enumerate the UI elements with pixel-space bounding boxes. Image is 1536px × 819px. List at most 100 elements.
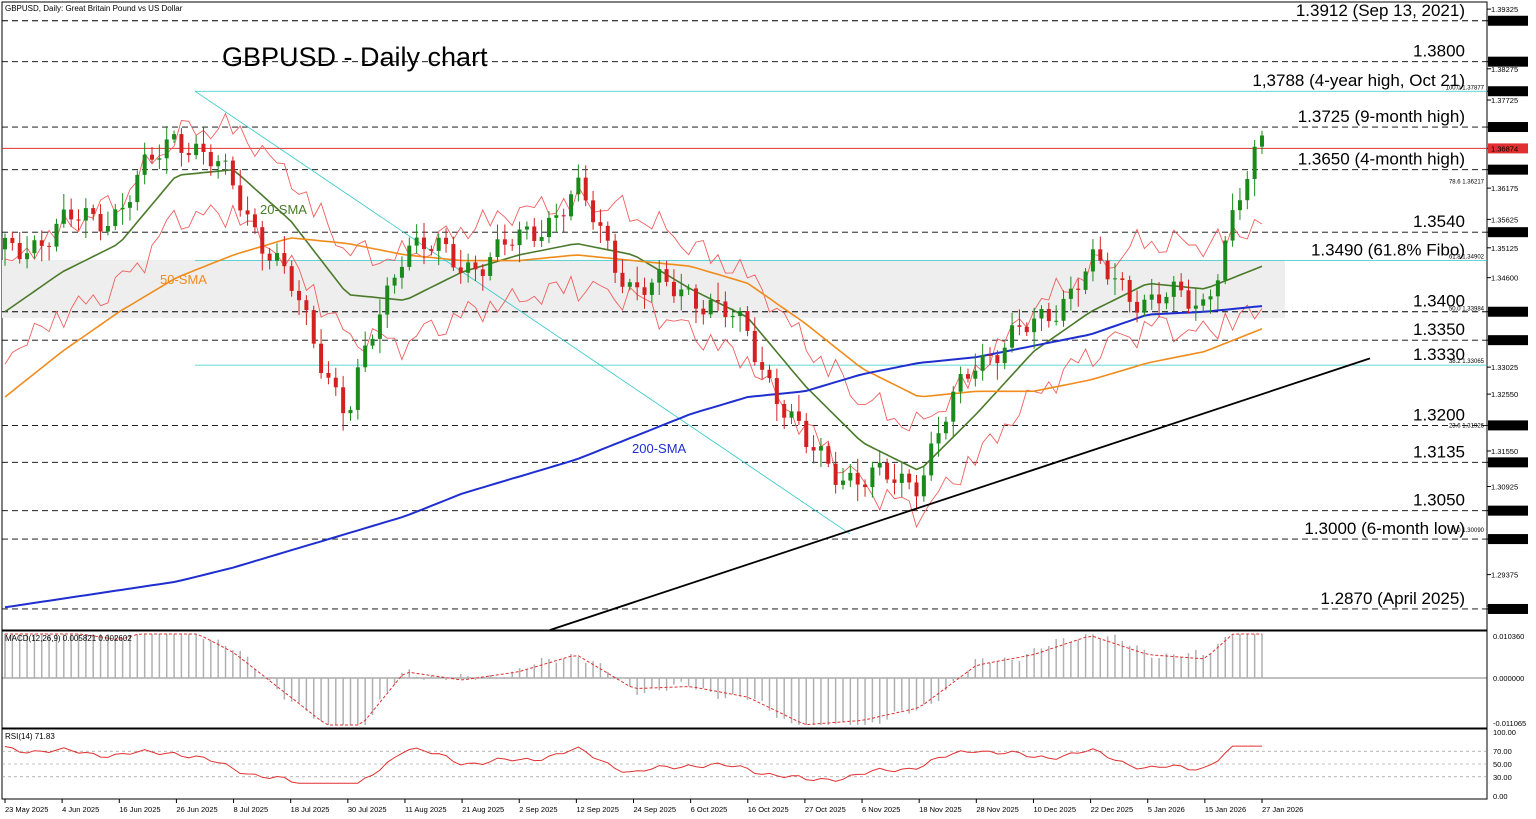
date-tick-label: 2 Sep 2025 xyxy=(519,805,557,814)
candle-body xyxy=(150,154,155,160)
candle-body xyxy=(1260,135,1264,147)
price-tick-label: 1.39325 xyxy=(1491,5,1518,14)
price-tick-label: 1.38275 xyxy=(1491,65,1518,74)
candle-body xyxy=(730,315,735,318)
price-tick-label: 1.31350 xyxy=(1491,458,1518,467)
candle-body xyxy=(480,269,485,276)
candle-body xyxy=(157,158,162,160)
price-tag-bg xyxy=(1488,420,1528,431)
candle-body xyxy=(943,421,948,434)
fib-level-label: 0.0 1.30090 xyxy=(1452,528,1484,534)
date-tick-label: 4 Jun 2025 xyxy=(62,805,99,814)
candle-body xyxy=(995,355,1000,364)
candle-body xyxy=(201,143,206,153)
candle-body xyxy=(1201,299,1206,306)
level-label: 1.3330 xyxy=(1413,345,1465,364)
candle-body xyxy=(194,143,199,156)
rsi-tick-label: 30.00 xyxy=(1493,773,1512,782)
sma200-line xyxy=(4,305,1263,609)
candle-body xyxy=(1127,280,1132,302)
level-label: 1.2870 (April 2025) xyxy=(1320,589,1465,608)
candle-body xyxy=(25,253,30,260)
ascending-trendline xyxy=(549,357,1371,631)
candle-body xyxy=(576,177,581,195)
candle-body xyxy=(649,282,654,295)
candle-body xyxy=(635,282,640,288)
candle-body xyxy=(488,257,493,276)
price-tick-label: 1.28770 xyxy=(1491,605,1518,614)
candle-body xyxy=(1083,271,1088,290)
rsi-tick-label: 0.00 xyxy=(1493,792,1508,801)
price-tick-label: 1.30500 xyxy=(1491,507,1518,516)
candle-body xyxy=(657,269,662,283)
candle-body xyxy=(120,207,125,210)
candle-body xyxy=(407,245,412,267)
candle-body xyxy=(760,362,765,370)
macd-signal-line xyxy=(5,633,1262,726)
candle-body xyxy=(1039,308,1044,319)
date-tick-label: 16 Jun 2025 xyxy=(119,805,160,814)
date-tick-label: 6 Oct 2025 xyxy=(691,805,728,814)
candle-body xyxy=(186,152,191,156)
price-tag-bg xyxy=(1488,56,1528,67)
fib-level-label: 61.8 1.34902 xyxy=(1449,254,1485,260)
candle-body xyxy=(811,447,816,451)
symbol-line: GBPUSD, Daily: Great Britain Pound vs US… xyxy=(5,4,183,13)
candle-body xyxy=(414,237,419,246)
price-tag-bg xyxy=(1488,534,1528,545)
level-label: 1.3650 (4-month high) xyxy=(1298,150,1465,169)
date-tick-label: 18 Jul 2025 xyxy=(291,805,330,814)
candle-body xyxy=(466,262,471,273)
candle-body xyxy=(554,215,559,218)
candle-body xyxy=(914,482,919,497)
price-tick-label: 1.32550 xyxy=(1491,390,1518,399)
candle-body xyxy=(517,229,522,246)
candle-body xyxy=(385,285,390,315)
candle-body xyxy=(1010,325,1015,348)
candle-body xyxy=(855,472,860,485)
candle-body xyxy=(745,311,750,331)
rsi-tick-label: 100.00 xyxy=(1493,728,1516,737)
sma50-line xyxy=(4,237,1263,398)
candle-body xyxy=(1105,260,1110,280)
price-tick-label: 1.37725 xyxy=(1491,96,1518,105)
level-label: 1.3490 (61.8% Fibo) xyxy=(1311,241,1465,260)
price-tick-label: 1.34000 xyxy=(1491,308,1518,317)
candle-body xyxy=(1223,240,1228,281)
candle-body xyxy=(524,226,529,230)
macd-label: MACD(12,26,9) 0.005821 0.002602 xyxy=(5,634,132,643)
candle-body xyxy=(216,161,221,167)
candle-body xyxy=(701,308,706,315)
candle-body xyxy=(223,160,228,162)
candle-body xyxy=(686,288,691,290)
fib-diagonal xyxy=(194,90,851,535)
candle-body xyxy=(1237,200,1242,211)
macd-panel-frame xyxy=(1,630,1488,729)
candle-body xyxy=(179,134,184,153)
candle-body xyxy=(1149,294,1154,300)
sma200-label: 200-SMA xyxy=(632,441,687,456)
date-tick-label: 16 Oct 2025 xyxy=(748,805,789,814)
candle-body xyxy=(988,354,993,356)
candle-body xyxy=(752,330,757,363)
candle-body xyxy=(841,480,845,485)
date-axis: 23 May 2025 4 Jun 2025 16 Jun 2025 26 Jun 2… xyxy=(4,799,1303,814)
candle-body xyxy=(870,467,875,488)
candle-body xyxy=(91,208,96,214)
candle-body xyxy=(436,237,441,251)
candle-body xyxy=(1032,318,1037,333)
candle-body xyxy=(17,243,22,260)
date-tick-label: 21 Aug 2025 xyxy=(462,805,504,814)
date-tick-label: 8 Jul 2025 xyxy=(234,805,269,814)
candle-body xyxy=(848,472,853,481)
candle-body xyxy=(113,209,118,226)
level-label: 1.3350 xyxy=(1413,320,1465,339)
price-tick-label: 1.35400 xyxy=(1491,228,1518,237)
candle-body xyxy=(473,262,478,270)
candle-body xyxy=(1061,298,1066,321)
level-label: 1.3050 xyxy=(1413,491,1465,510)
candle-body xyxy=(951,391,956,422)
price-tick-label: 1.32000 xyxy=(1491,421,1518,430)
price-tag-bg xyxy=(1488,335,1528,346)
